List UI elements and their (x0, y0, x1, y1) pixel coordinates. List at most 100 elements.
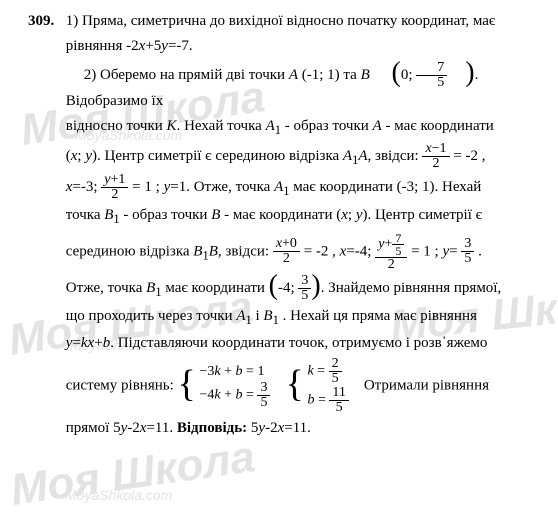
fraction: 25 (329, 357, 342, 386)
lparen-icon: ( (373, 60, 400, 85)
text: . Нехай ця пряма має рівняння (279, 308, 477, 324)
text: 5 (247, 420, 258, 436)
text: + (221, 387, 236, 402)
text: =11. (284, 420, 311, 436)
text: −3 (200, 364, 215, 379)
var-A1: A (343, 148, 352, 164)
var-A: A (358, 148, 367, 164)
fraction: 35 (298, 274, 311, 303)
text: рівняння -2 (66, 38, 139, 54)
text: = (243, 387, 258, 402)
text: =11. (146, 420, 176, 436)
answer-label: Відповідь: (177, 420, 247, 436)
denominator: 5 (298, 289, 311, 303)
text: =-3; (72, 179, 101, 195)
p2-l8: що проходить через точки A1 i B1 . Нехай… (66, 305, 536, 330)
text: ; (348, 207, 356, 223)
text: = (449, 243, 461, 259)
numerator: x−1 (422, 142, 449, 157)
denominator: 5 (461, 252, 474, 266)
p2-l9: y=kx+b. Підставляючи координати точок, о… (66, 332, 536, 355)
var-B: B (209, 243, 218, 259)
watermark-small: MoyaShkola.com (65, 485, 172, 507)
text: + (94, 335, 102, 351)
text: = 1 ; (132, 179, 163, 195)
var-A: A (373, 118, 382, 134)
text: прямої 5 (66, 420, 121, 436)
text: - образ точки (120, 207, 212, 223)
p2-l5: точка B1 - образ точки B - має координат… (66, 204, 536, 229)
rparen-icon: ) (447, 60, 474, 85)
text: 0; (401, 66, 416, 82)
problem-number: 309. (28, 10, 62, 33)
fraction: 35 (461, 237, 474, 266)
text: , звідси: (218, 243, 273, 259)
p2-l10: систему рівнянь: { −3k + b = 1 −4k + b =… (66, 357, 536, 415)
text: = (314, 393, 329, 408)
var-K: K (167, 118, 177, 134)
p2-l1: 2) Оберемо на прямій дві точки A (-1; 1)… (66, 61, 536, 113)
solution-body: 1) Пряма, симетрична до вихідної відносн… (66, 10, 536, 442)
page-content: 309. 1) Пряма, симетрична до вихідної ві… (0, 0, 558, 452)
var-y: y (161, 38, 168, 54)
var-b: b (236, 364, 243, 379)
fraction: x+02 (273, 237, 300, 266)
fraction: x−12 (422, 142, 449, 171)
var-y: y (104, 172, 110, 187)
text: систему рівнянь: (66, 378, 178, 394)
sys-row: k = 25 (307, 357, 348, 386)
var-x: x (425, 141, 431, 156)
denominator: 5 (329, 372, 342, 386)
var-b: b (236, 387, 243, 402)
text: 2) Оберемо на прямій дві точки (84, 66, 289, 82)
text: =-4; (346, 243, 375, 259)
var-y: y (378, 236, 384, 251)
var-y: y (85, 148, 92, 164)
var-A1: A (266, 118, 275, 134)
text: -2 (127, 420, 140, 436)
text: - має координати ( (220, 207, 341, 223)
text: i (252, 308, 264, 324)
var-B: B (361, 66, 370, 82)
system-2: k = 25 b = 115 (307, 357, 348, 415)
sys-row: b = 115 (307, 386, 348, 415)
numerator: 11 (329, 386, 348, 401)
var-B1: B (263, 308, 272, 324)
text: -4; (278, 279, 298, 295)
text: = (72, 335, 80, 351)
fraction: 75 (416, 61, 447, 90)
brace-icon: { (285, 367, 303, 401)
p2-l4: x=-3; y+12 = 1 ; y=1. Отже, точка A1 має… (66, 173, 536, 202)
text: =1. Отже, точка (170, 179, 274, 195)
text: ). Центр симетрії є серединою відрізка (92, 148, 343, 164)
text: має координати (-3; 1). Нехай (290, 179, 482, 195)
text: =-7. (168, 38, 193, 54)
fraction: y+75 2 (375, 232, 407, 272)
text: −4 (200, 387, 215, 402)
text: , звідси: (368, 148, 423, 164)
numerator: 2 (329, 357, 342, 372)
text: . Нехай точка (177, 118, 266, 134)
numerator: 7 (392, 232, 404, 245)
var-x: x (276, 236, 282, 251)
fraction: 35 (257, 381, 270, 410)
system-1: −3k + b = 1 −4k + b = 35 (200, 363, 271, 410)
sys-row: −3k + b = 1 (200, 363, 271, 381)
denominator: 2 (101, 188, 128, 202)
inner-fraction: 75 (392, 232, 404, 257)
var-x: x (341, 207, 348, 223)
text: ). Центр симетрії є (362, 207, 482, 223)
lparen-icon: ( (269, 273, 278, 298)
text: + (221, 364, 236, 379)
text: що проходить через точки (66, 308, 237, 324)
numerator: 3 (257, 381, 270, 396)
numerator: 7 (416, 61, 447, 76)
text: . Підставляючи координати точок, отримує… (110, 335, 487, 351)
denominator: 5 (416, 76, 447, 90)
numerator: y+75 (375, 232, 407, 258)
part1-line1: 1) Пряма, симетрична до вихідної відносн… (66, 10, 536, 33)
text: точка (66, 207, 104, 223)
p2-l6: серединою відрізка B1B, звідси: x+02 = -… (66, 232, 536, 272)
text: відносно точки (66, 118, 167, 134)
fraction: 115 (329, 386, 348, 415)
